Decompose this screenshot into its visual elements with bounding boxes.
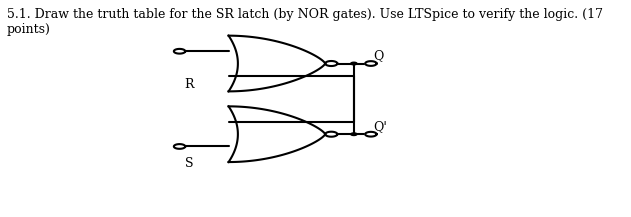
Polygon shape bbox=[365, 61, 377, 66]
Polygon shape bbox=[351, 62, 357, 65]
Polygon shape bbox=[174, 49, 186, 54]
Polygon shape bbox=[174, 144, 186, 149]
Text: R: R bbox=[185, 78, 194, 91]
Text: Q': Q' bbox=[374, 120, 387, 133]
Text: Q: Q bbox=[374, 49, 384, 62]
Polygon shape bbox=[351, 133, 357, 135]
Polygon shape bbox=[365, 132, 377, 136]
Text: S: S bbox=[185, 157, 193, 170]
Text: 5.1. Draw the truth table for the SR latch (by NOR gates). Use LTSpice to verify: 5.1. Draw the truth table for the SR lat… bbox=[6, 8, 603, 36]
